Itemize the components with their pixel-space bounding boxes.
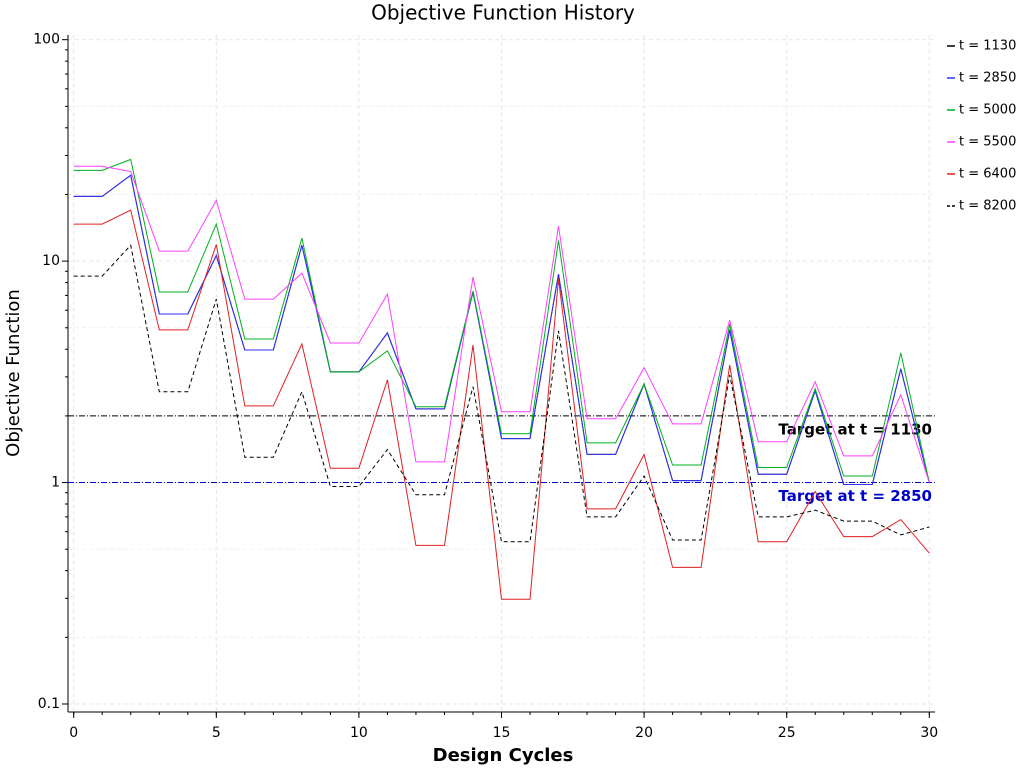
target-label: Target at t = 1130	[778, 420, 932, 438]
y-tick-label: 10	[42, 253, 60, 269]
series-line	[73, 209, 930, 600]
series-line	[73, 165, 930, 483]
x-tick-label: 25	[778, 725, 796, 741]
legend-label: t = 5000	[959, 103, 1016, 118]
series-line	[73, 174, 930, 485]
legend-label: t = 1130	[959, 39, 1016, 54]
x-axis-label: Design Cycles	[433, 745, 574, 766]
legend-label: t = 2850	[959, 71, 1016, 86]
series-line	[73, 244, 930, 543]
x-tick-label: 0	[69, 725, 78, 741]
y-tick-label: 0.1	[38, 696, 60, 712]
x-tick-label: 5	[212, 725, 221, 741]
chart-title: Objective Function History	[371, 1, 635, 25]
x-tick-label: 30	[920, 725, 938, 741]
y-tick-label: 1	[51, 475, 60, 491]
series-line	[73, 158, 930, 483]
x-tick-label: 15	[493, 725, 511, 741]
legend-label: t = 5500	[959, 135, 1016, 150]
x-tick-label: 20	[635, 725, 653, 741]
legend-label: t = 8200	[959, 199, 1016, 214]
y-axis-label: Objective Function	[3, 289, 24, 457]
target-label: Target at t = 2850	[778, 487, 932, 505]
y-tick-label: 100	[33, 32, 60, 48]
x-tick-label: 10	[350, 725, 368, 741]
legend-label: t = 6400	[959, 167, 1016, 182]
